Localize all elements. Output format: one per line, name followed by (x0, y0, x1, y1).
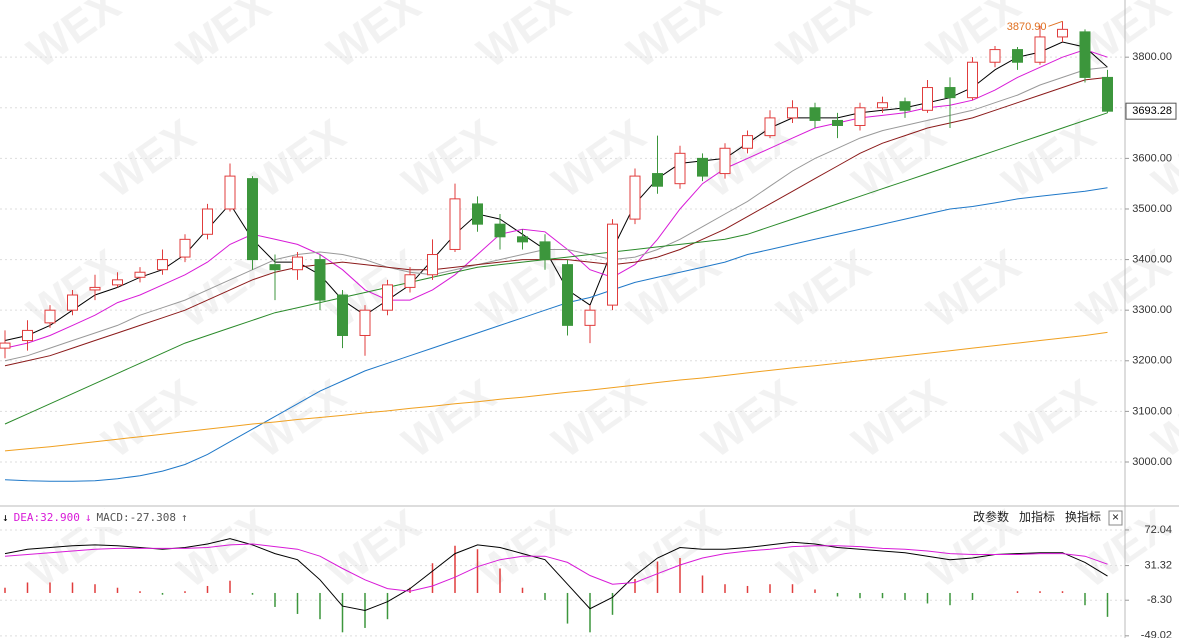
candle-body (1079, 31, 1091, 78)
y-tick-label: 3100.00 (1132, 405, 1172, 417)
toolbar-button[interactable]: 加指标 (1019, 509, 1055, 524)
candle-body (134, 271, 146, 278)
close-button-box[interactable] (1108, 510, 1123, 526)
candle-body (607, 223, 618, 306)
candle-body (719, 147, 731, 175)
candle-body (494, 223, 506, 238)
y-tick-label: -8.30 (1147, 594, 1172, 606)
y-tick-label: 3500.00 (1132, 203, 1172, 215)
macd-line (4, 543, 1108, 592)
candle-body (44, 309, 56, 324)
candle-body (697, 157, 708, 177)
y-tick-label: 3400.00 (1132, 253, 1172, 265)
macd-header-item: ↓ (85, 511, 92, 524)
last-price-box (1125, 102, 1177, 120)
candle-body (1057, 28, 1068, 38)
candle-body (224, 175, 236, 210)
macd-header-item: MACD:-27.308 (96, 511, 175, 524)
toolbar-button[interactable]: 换指标 (1065, 509, 1101, 524)
y-tick-label: 72.04 (1144, 524, 1172, 536)
candle-body (269, 264, 281, 271)
candle-body (89, 286, 101, 291)
candle-body (787, 107, 798, 119)
candle-body (292, 256, 303, 271)
candle-body (562, 264, 573, 326)
candle-body (314, 259, 326, 301)
candle-body (764, 117, 776, 137)
max-pointer (1048, 20, 1063, 27)
last-price-label: 3693.28 (1132, 105, 1172, 117)
candle-body (899, 101, 911, 111)
candle-body (157, 259, 168, 271)
y-tick-label: 3200.00 (1132, 355, 1172, 367)
ma-line (4, 331, 1108, 452)
toolbar-button[interactable]: 改参数 (973, 509, 1009, 524)
y-tick-label: 31.32 (1144, 559, 1172, 571)
candle-body (1034, 36, 1046, 63)
candle-body (427, 254, 438, 276)
candle-body (809, 107, 821, 121)
close-button[interactable]: × (1112, 510, 1119, 524)
macd-header-item: DEA:32.900 (14, 511, 80, 524)
candle-body (674, 152, 686, 185)
candle-body (967, 61, 978, 99)
y-tick-label: 3000.00 (1132, 456, 1172, 468)
candle-body (337, 294, 348, 336)
candle-body (944, 87, 956, 99)
y-tick-label: 3800.00 (1132, 51, 1172, 63)
max-label: 3870.90 (1007, 21, 1047, 33)
candle-body (179, 238, 191, 258)
candle-body (359, 309, 371, 336)
candle-body (472, 203, 483, 225)
candle-body (652, 173, 663, 187)
candle-body (112, 279, 123, 286)
candle-body (202, 208, 213, 235)
candle-body (247, 178, 258, 261)
candle-body (67, 294, 78, 311)
candle-body (1012, 49, 1023, 63)
macd-line (4, 538, 1108, 612)
candle-body (0, 342, 11, 349)
candle-body (742, 135, 753, 149)
macd-header-item: ↑ (181, 511, 188, 524)
candle-body (404, 274, 416, 288)
candle-body (539, 241, 551, 261)
candle-body (989, 49, 1001, 63)
candle-body (382, 284, 393, 311)
ma-line (4, 76, 1108, 367)
candle-body (1102, 76, 1113, 112)
candle-body (22, 329, 33, 342)
candle-body (854, 107, 866, 126)
y-tick-label: 3600.00 (1132, 152, 1172, 164)
ma-line (4, 66, 1108, 362)
y-tick-label: 3300.00 (1132, 304, 1172, 316)
macd-header-item: ↓ (2, 511, 9, 524)
candle-body (517, 236, 528, 243)
candle-body (877, 102, 888, 109)
candle-body (832, 119, 843, 126)
ma-line (4, 112, 1108, 425)
candle-body (629, 175, 641, 220)
candle-body (922, 87, 933, 111)
candle-body (584, 309, 596, 326)
header-bg (0, 509, 190, 527)
ma-line (4, 187, 1108, 482)
candle-body (449, 198, 461, 250)
y-tick-label: -49.02 (1141, 630, 1172, 638)
